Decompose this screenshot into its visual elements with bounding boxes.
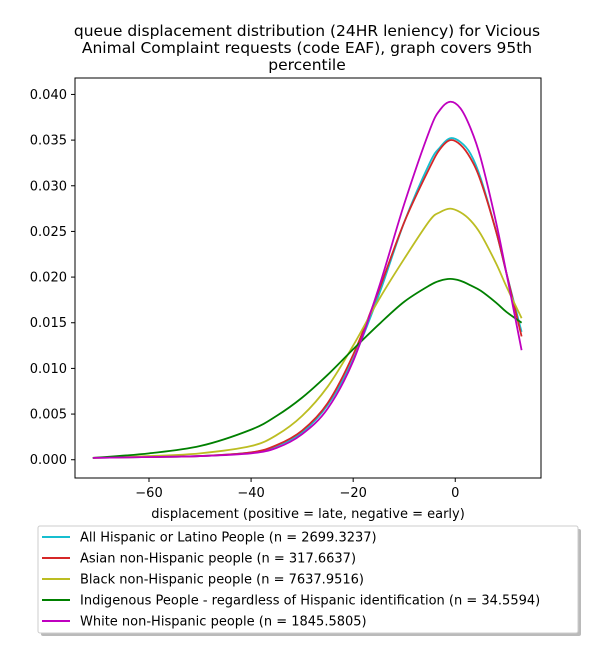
x-tick-label: −40 xyxy=(237,486,264,501)
x-tick-label: −20 xyxy=(339,486,366,501)
y-tick-label: 0.020 xyxy=(30,271,67,286)
y-tick-label: 0.025 xyxy=(30,225,67,240)
chart-title-line-3: percentile xyxy=(268,56,346,74)
series-line xyxy=(92,100,523,459)
y-tick-label: 0.015 xyxy=(30,316,67,331)
legend-label: Indigenous People - regardless of Hispan… xyxy=(80,594,540,609)
legend-label: All Hispanic or Latino People (n = 2699.… xyxy=(80,531,377,546)
series-line xyxy=(92,278,523,459)
y-tick-label: 0.010 xyxy=(30,362,67,377)
y-axis: 0.000 0.005 0.010 0.015 0.020 0.025 0.030 0.035… xyxy=(30,88,75,468)
series-line xyxy=(92,139,523,459)
y-tick-label: 0.000 xyxy=(30,453,67,468)
legend-label: Asian non-Hispanic people (n = 317.6637) xyxy=(80,552,356,567)
legend: All Hispanic or Latino People (n = 2699.… xyxy=(37,525,581,636)
y-tick-label: 0.040 xyxy=(30,88,67,103)
plot-area: −60 −40 −20 0 0.000 0.005 0.010 0.015 0.020 0.02… xyxy=(30,77,542,501)
chart-title-line-2: Animal Complaint requests (code EAF), gr… xyxy=(82,39,532,57)
legend-items: All Hispanic or Latino People (n = 2699.… xyxy=(42,531,540,630)
legend-frame xyxy=(37,525,579,634)
legend-label: Black non-Hispanic people (n = 7637.9516… xyxy=(80,573,364,588)
x-axis: −60 −40 −20 0 xyxy=(135,478,459,501)
y-tick-label: 0.030 xyxy=(30,179,67,194)
chart-title-line-1: queue displacement distribution (24HR le… xyxy=(74,22,540,40)
x-tick-label: −60 xyxy=(135,486,162,501)
chart-title: queue displacement distribution (24HR le… xyxy=(74,22,540,74)
series-lines xyxy=(92,100,523,459)
x-tick-label: 0 xyxy=(451,486,459,501)
plot-frame xyxy=(74,77,542,479)
legend-label: White non-Hispanic people (n = 1845.5805… xyxy=(80,615,367,630)
y-tick-label: 0.035 xyxy=(30,134,67,149)
y-tick-label: 0.005 xyxy=(30,408,67,423)
series-line xyxy=(92,207,523,459)
x-axis-label: displacement (positive = late, negative … xyxy=(151,507,465,522)
